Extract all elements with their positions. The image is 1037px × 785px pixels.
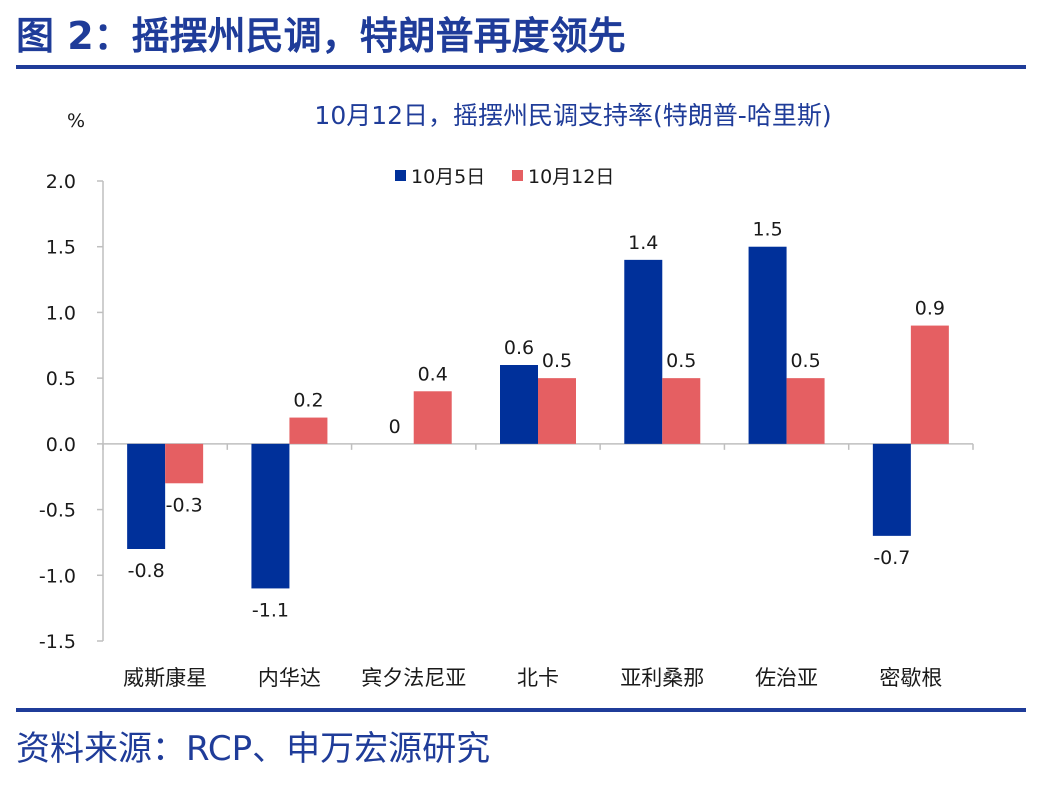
figure-title: 图 2：摇摆州民调，特朗普再度领先 (16, 14, 626, 58)
category-label: 北卡 (517, 666, 559, 690)
y-tick-label: 1.0 (46, 302, 76, 324)
data-label: 0.4 (418, 363, 448, 385)
source-note: 资料来源：RCP、申万宏源研究 (16, 729, 491, 769)
y-tick-label: 2.0 (46, 171, 76, 193)
data-label: 1.4 (628, 232, 658, 254)
y-tick-label: 1.5 (46, 237, 76, 259)
data-label: 0.5 (542, 350, 572, 372)
data-label: 0 (389, 416, 401, 438)
y-tick-label: -1.5 (39, 631, 76, 653)
data-label: 0.5 (666, 350, 696, 372)
header-rule (16, 65, 1026, 69)
category-label: 内华达 (258, 666, 321, 690)
bar-series-1 (748, 246, 787, 444)
footer-rule (16, 708, 1026, 712)
data-label: 0.6 (504, 337, 534, 359)
data-label: 0.9 (915, 298, 945, 320)
data-label: 1.5 (752, 219, 782, 241)
y-tick-label: -0.5 (39, 500, 76, 522)
bar-series-1 (624, 259, 663, 444)
data-label: -1.1 (252, 599, 289, 621)
data-label: -0.3 (166, 494, 203, 516)
bar-series-1 (251, 443, 290, 589)
bar-series-2 (289, 417, 328, 444)
legend-label: 10月12日 (528, 166, 614, 188)
bar-series-2 (786, 378, 825, 444)
y-tick-label: 0.0 (46, 434, 76, 456)
bar-series-1 (872, 443, 911, 536)
legend-swatch (512, 170, 523, 181)
y-axis-unit: % (67, 110, 85, 132)
data-label: -0.7 (873, 547, 910, 569)
category-label: 佐治亚 (755, 666, 818, 690)
category-label: 密歇根 (879, 666, 942, 690)
y-tick-label: -1.0 (39, 565, 76, 587)
category-label: 宾夕法尼亚 (361, 666, 466, 690)
bar-series-2 (538, 378, 576, 444)
data-label: -0.8 (128, 560, 165, 582)
bar-series-2 (662, 378, 701, 444)
chart-title: 10月12日，摇摆州民调支持率(特朗普-哈里斯) (314, 101, 831, 130)
bar-series-1 (127, 443, 166, 549)
category-label: 亚利桑那 (620, 666, 704, 690)
data-label: 0.5 (790, 350, 820, 372)
legend-swatch (395, 170, 406, 181)
bar-series-2 (413, 391, 452, 444)
bar-series-1 (500, 365, 538, 444)
bar-series-2 (910, 325, 949, 444)
legend-label: 10月5日 (411, 166, 485, 188)
y-tick-label: 0.5 (46, 368, 76, 390)
bar-series-2 (165, 443, 204, 484)
data-label: 0.2 (293, 390, 323, 412)
category-label: 威斯康星 (123, 666, 207, 690)
